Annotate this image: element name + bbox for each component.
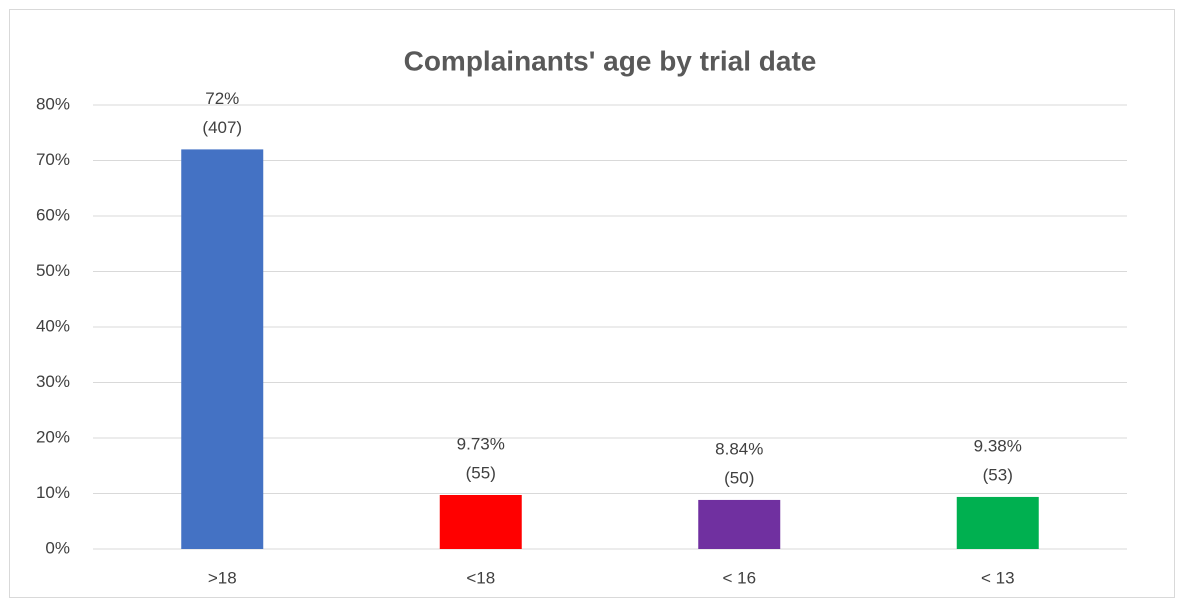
value-label: 72%: [205, 89, 239, 108]
x-tick-label: <18: [466, 568, 495, 587]
y-tick-label: 20%: [36, 427, 70, 446]
x-tick-label: < 16: [722, 568, 756, 587]
x-tick-label: >18: [208, 568, 237, 587]
y-tick-label: 0%: [45, 538, 70, 557]
count-label: (407): [202, 118, 242, 137]
value-label: 9.38%: [974, 436, 1022, 455]
x-tick-label: < 13: [981, 568, 1015, 587]
y-tick-label: 40%: [36, 316, 70, 335]
y-tick-label: 60%: [36, 205, 70, 224]
count-label: (53): [983, 465, 1013, 484]
count-label: (55): [466, 463, 496, 482]
y-tick-label: 70%: [36, 150, 70, 169]
bar: [181, 149, 264, 549]
count-label: (50): [724, 468, 754, 487]
y-tick-label: 80%: [36, 94, 70, 113]
bar: [956, 496, 1039, 549]
bar: [439, 494, 522, 549]
bar: [698, 499, 781, 549]
value-label: 8.84%: [715, 439, 763, 458]
y-tick-label: 30%: [36, 372, 70, 391]
value-label: 9.73%: [457, 434, 505, 453]
y-tick-label: 50%: [36, 261, 70, 280]
chart-title: Complainants' age by trial date: [404, 45, 817, 76]
y-tick-label: 10%: [36, 483, 70, 502]
